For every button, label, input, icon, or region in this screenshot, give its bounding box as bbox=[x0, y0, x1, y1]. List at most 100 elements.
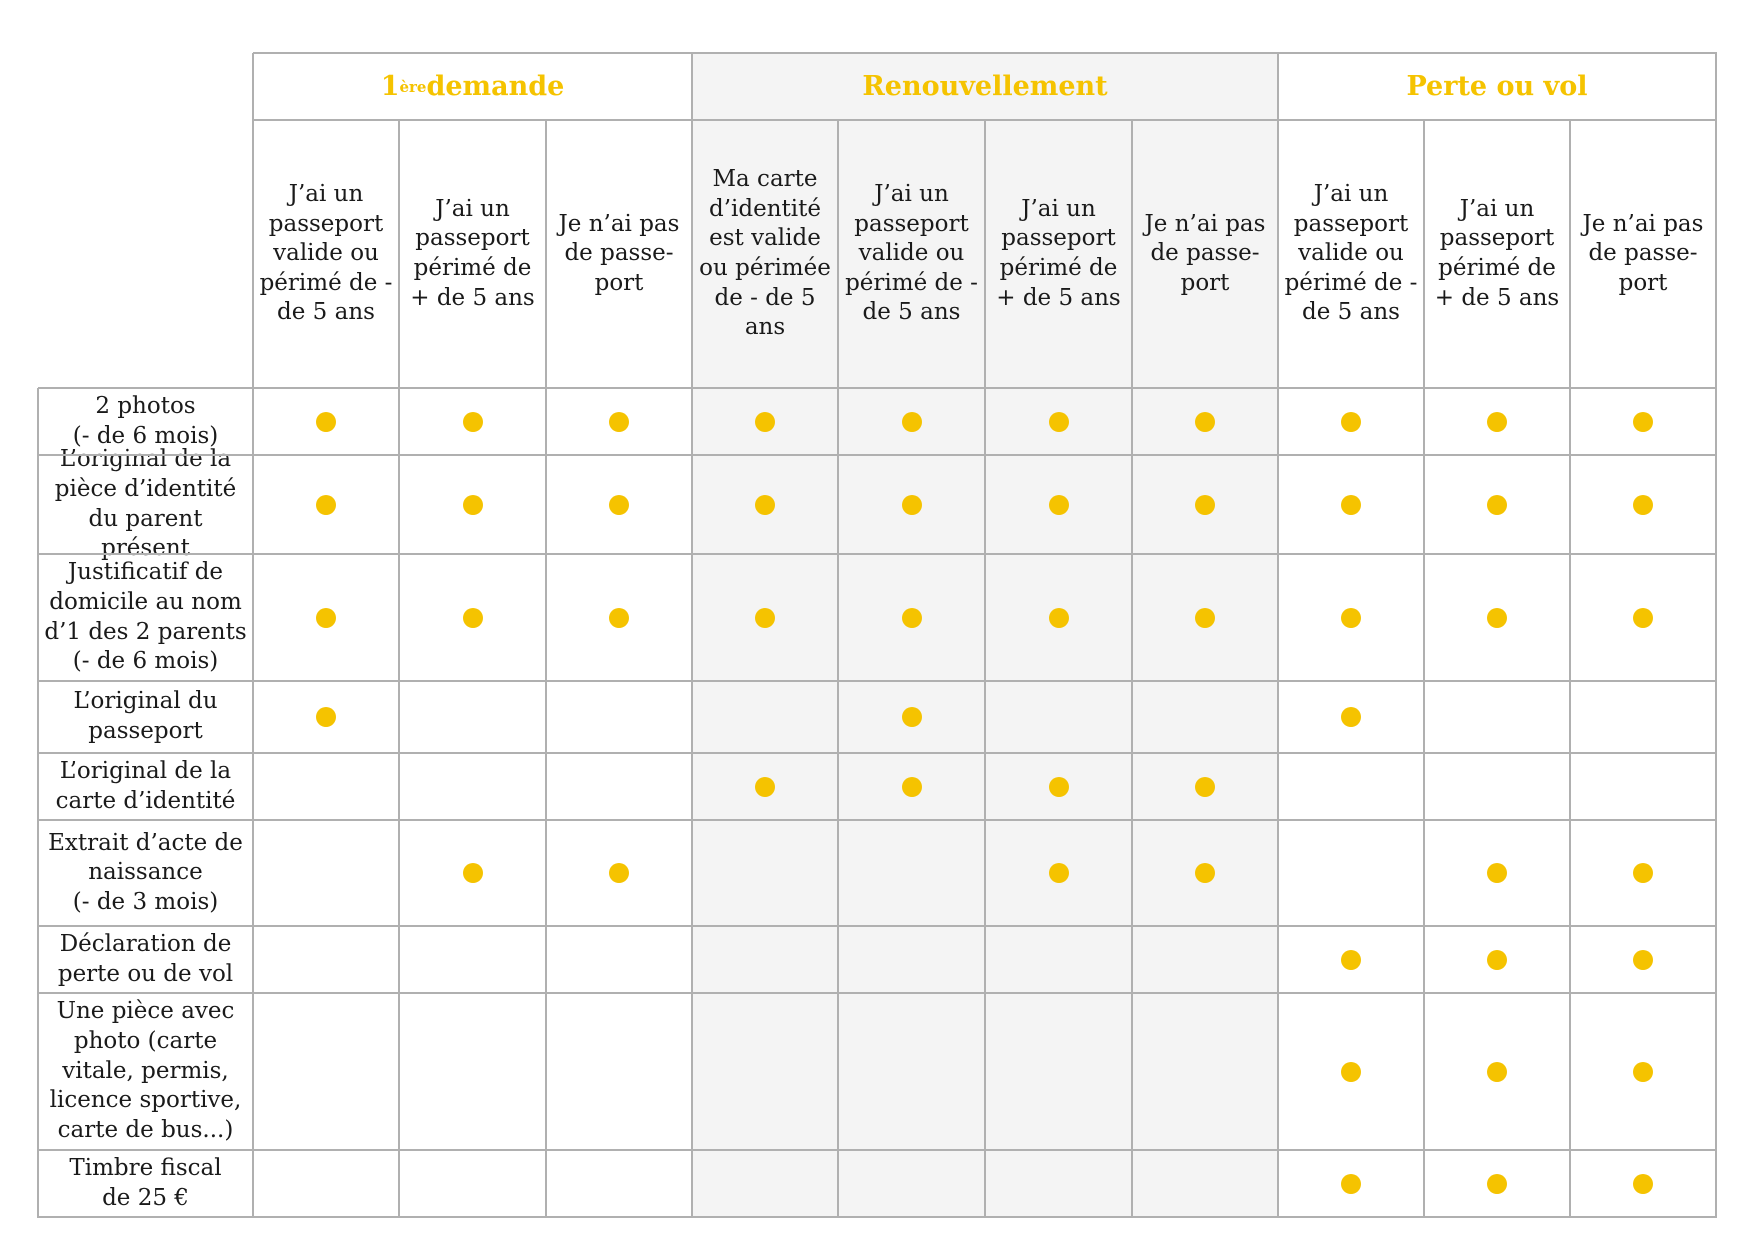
column-header-6: Je n’ai pas de passe-port bbox=[1144, 210, 1266, 296]
grid-line bbox=[38, 454, 1717, 456]
group-header-2: Perte ou vol bbox=[1278, 53, 1716, 120]
required-dot bbox=[1487, 1173, 1507, 1194]
required-dot bbox=[1341, 411, 1361, 432]
row-label-6: Déclaration de perte ou de vol bbox=[57, 930, 234, 987]
required-dot bbox=[1048, 411, 1069, 432]
grid-line bbox=[37, 388, 39, 1218]
grid-line bbox=[1715, 53, 1717, 1218]
required-dot bbox=[1633, 1061, 1653, 1082]
required-dot bbox=[316, 411, 336, 432]
required-dot bbox=[1048, 607, 1069, 628]
column-header-4: J’ai un passeport valide ou périmé de - … bbox=[845, 180, 978, 326]
row-label-1: L’original de la pièce d’identité du par… bbox=[54, 446, 237, 562]
required-dot bbox=[1195, 494, 1215, 515]
required-dot bbox=[1633, 494, 1653, 515]
row-label-8: Timbre fiscal de 25 € bbox=[69, 1154, 222, 1211]
required-dot bbox=[901, 776, 922, 797]
row-label-3: L’original du passeport bbox=[73, 688, 218, 744]
column-header-0: J’ai un passeport valide ou périmé de - … bbox=[259, 180, 393, 326]
required-dot bbox=[755, 607, 775, 628]
group-header-label: Perte ou vol bbox=[1406, 70, 1588, 102]
required-dot bbox=[755, 776, 775, 797]
group-header-label-rest: demande bbox=[426, 70, 565, 102]
required-dot bbox=[1633, 863, 1653, 883]
row-label-5: Extrait d’acte de naissance (- de 3 mois) bbox=[48, 829, 243, 915]
grid-line bbox=[1131, 120, 1133, 1218]
row-label-4: L’original de la carte d’identité bbox=[55, 757, 236, 814]
required-dot bbox=[1487, 494, 1507, 515]
required-dot bbox=[1487, 949, 1507, 970]
required-dot bbox=[609, 411, 629, 432]
required-dot bbox=[1487, 1061, 1507, 1082]
required-dot bbox=[1341, 494, 1361, 515]
required-dot bbox=[1048, 863, 1069, 883]
grid-line bbox=[984, 120, 986, 1218]
required-dot bbox=[316, 607, 336, 628]
required-dot bbox=[901, 494, 922, 515]
required-dot bbox=[1195, 863, 1215, 883]
required-dot bbox=[316, 494, 336, 515]
required-dot bbox=[901, 607, 922, 628]
required-dot bbox=[1195, 411, 1215, 432]
grid-line bbox=[38, 992, 1717, 994]
grid-line bbox=[38, 387, 1717, 389]
required-dot bbox=[1195, 776, 1215, 797]
group-header-label: Renouvellement bbox=[862, 70, 1108, 102]
grid-line bbox=[545, 120, 547, 1218]
required-dot bbox=[901, 411, 922, 432]
required-dot bbox=[1341, 607, 1361, 628]
column-header-9: Je n’ai pas de passe-port bbox=[1582, 210, 1704, 296]
grid-line bbox=[38, 553, 1717, 555]
row-label-7: Une pièce avec photo (carte vitale, perm… bbox=[49, 998, 242, 1143]
grid-line bbox=[253, 52, 1717, 54]
required-dot bbox=[462, 607, 483, 628]
required-dot bbox=[1633, 607, 1653, 628]
column-header-3: Ma carte d’identité est valide ou périmé… bbox=[699, 166, 831, 341]
column-header-1: J’ai un passeport périmé de + de 5 ans bbox=[410, 195, 535, 311]
required-dot bbox=[316, 707, 336, 727]
grid-line bbox=[398, 120, 400, 1218]
required-dot bbox=[609, 863, 629, 883]
column-header-2: Je n’ai pas de passe-port bbox=[558, 210, 680, 296]
group-header-1: Renouvellement bbox=[692, 53, 1278, 120]
required-dot bbox=[1633, 411, 1653, 432]
grid-line bbox=[1569, 120, 1571, 1218]
grid-line bbox=[1277, 53, 1279, 1218]
column-header-5: J’ai un passeport périmé de + de 5 ans bbox=[996, 195, 1121, 311]
grid-line bbox=[38, 680, 1717, 682]
grid-line bbox=[1423, 120, 1425, 1218]
required-dot bbox=[1341, 949, 1361, 970]
group-header-label: 1 bbox=[380, 70, 400, 102]
required-dot bbox=[1487, 411, 1507, 432]
grid-line bbox=[38, 1216, 1717, 1218]
row-label-2: Justificatif de domicile au nom d’1 des … bbox=[44, 559, 247, 675]
required-dot bbox=[1633, 1173, 1653, 1194]
required-dot bbox=[1048, 776, 1069, 797]
required-dot bbox=[755, 494, 775, 515]
grid-line bbox=[691, 53, 693, 1218]
grid-line bbox=[837, 120, 839, 1218]
grid-line bbox=[252, 53, 254, 1218]
column-header-7: J’ai un passeport valide ou périmé de - … bbox=[1284, 180, 1418, 326]
required-dot bbox=[1341, 1061, 1361, 1082]
required-dot bbox=[609, 494, 629, 515]
grid-line bbox=[38, 1149, 1717, 1151]
required-dot bbox=[1195, 607, 1215, 628]
required-dot bbox=[1633, 949, 1653, 970]
required-dot bbox=[609, 607, 629, 628]
required-dot bbox=[462, 494, 483, 515]
grid-line bbox=[38, 819, 1717, 821]
column-header-8: J’ai un passeport périmé de + de 5 ans bbox=[1434, 195, 1560, 311]
grid-line bbox=[38, 925, 1717, 927]
grid-line bbox=[38, 752, 1717, 754]
required-dot bbox=[901, 707, 922, 727]
required-dot bbox=[1341, 707, 1361, 727]
required-dot bbox=[755, 411, 775, 432]
required-dot bbox=[1487, 607, 1507, 628]
required-dot bbox=[462, 863, 483, 883]
required-dot bbox=[1487, 863, 1507, 883]
row-label-0: 2 photos (- de 6 mois) bbox=[72, 392, 219, 449]
required-dot bbox=[462, 411, 483, 432]
required-dot bbox=[1341, 1173, 1361, 1194]
